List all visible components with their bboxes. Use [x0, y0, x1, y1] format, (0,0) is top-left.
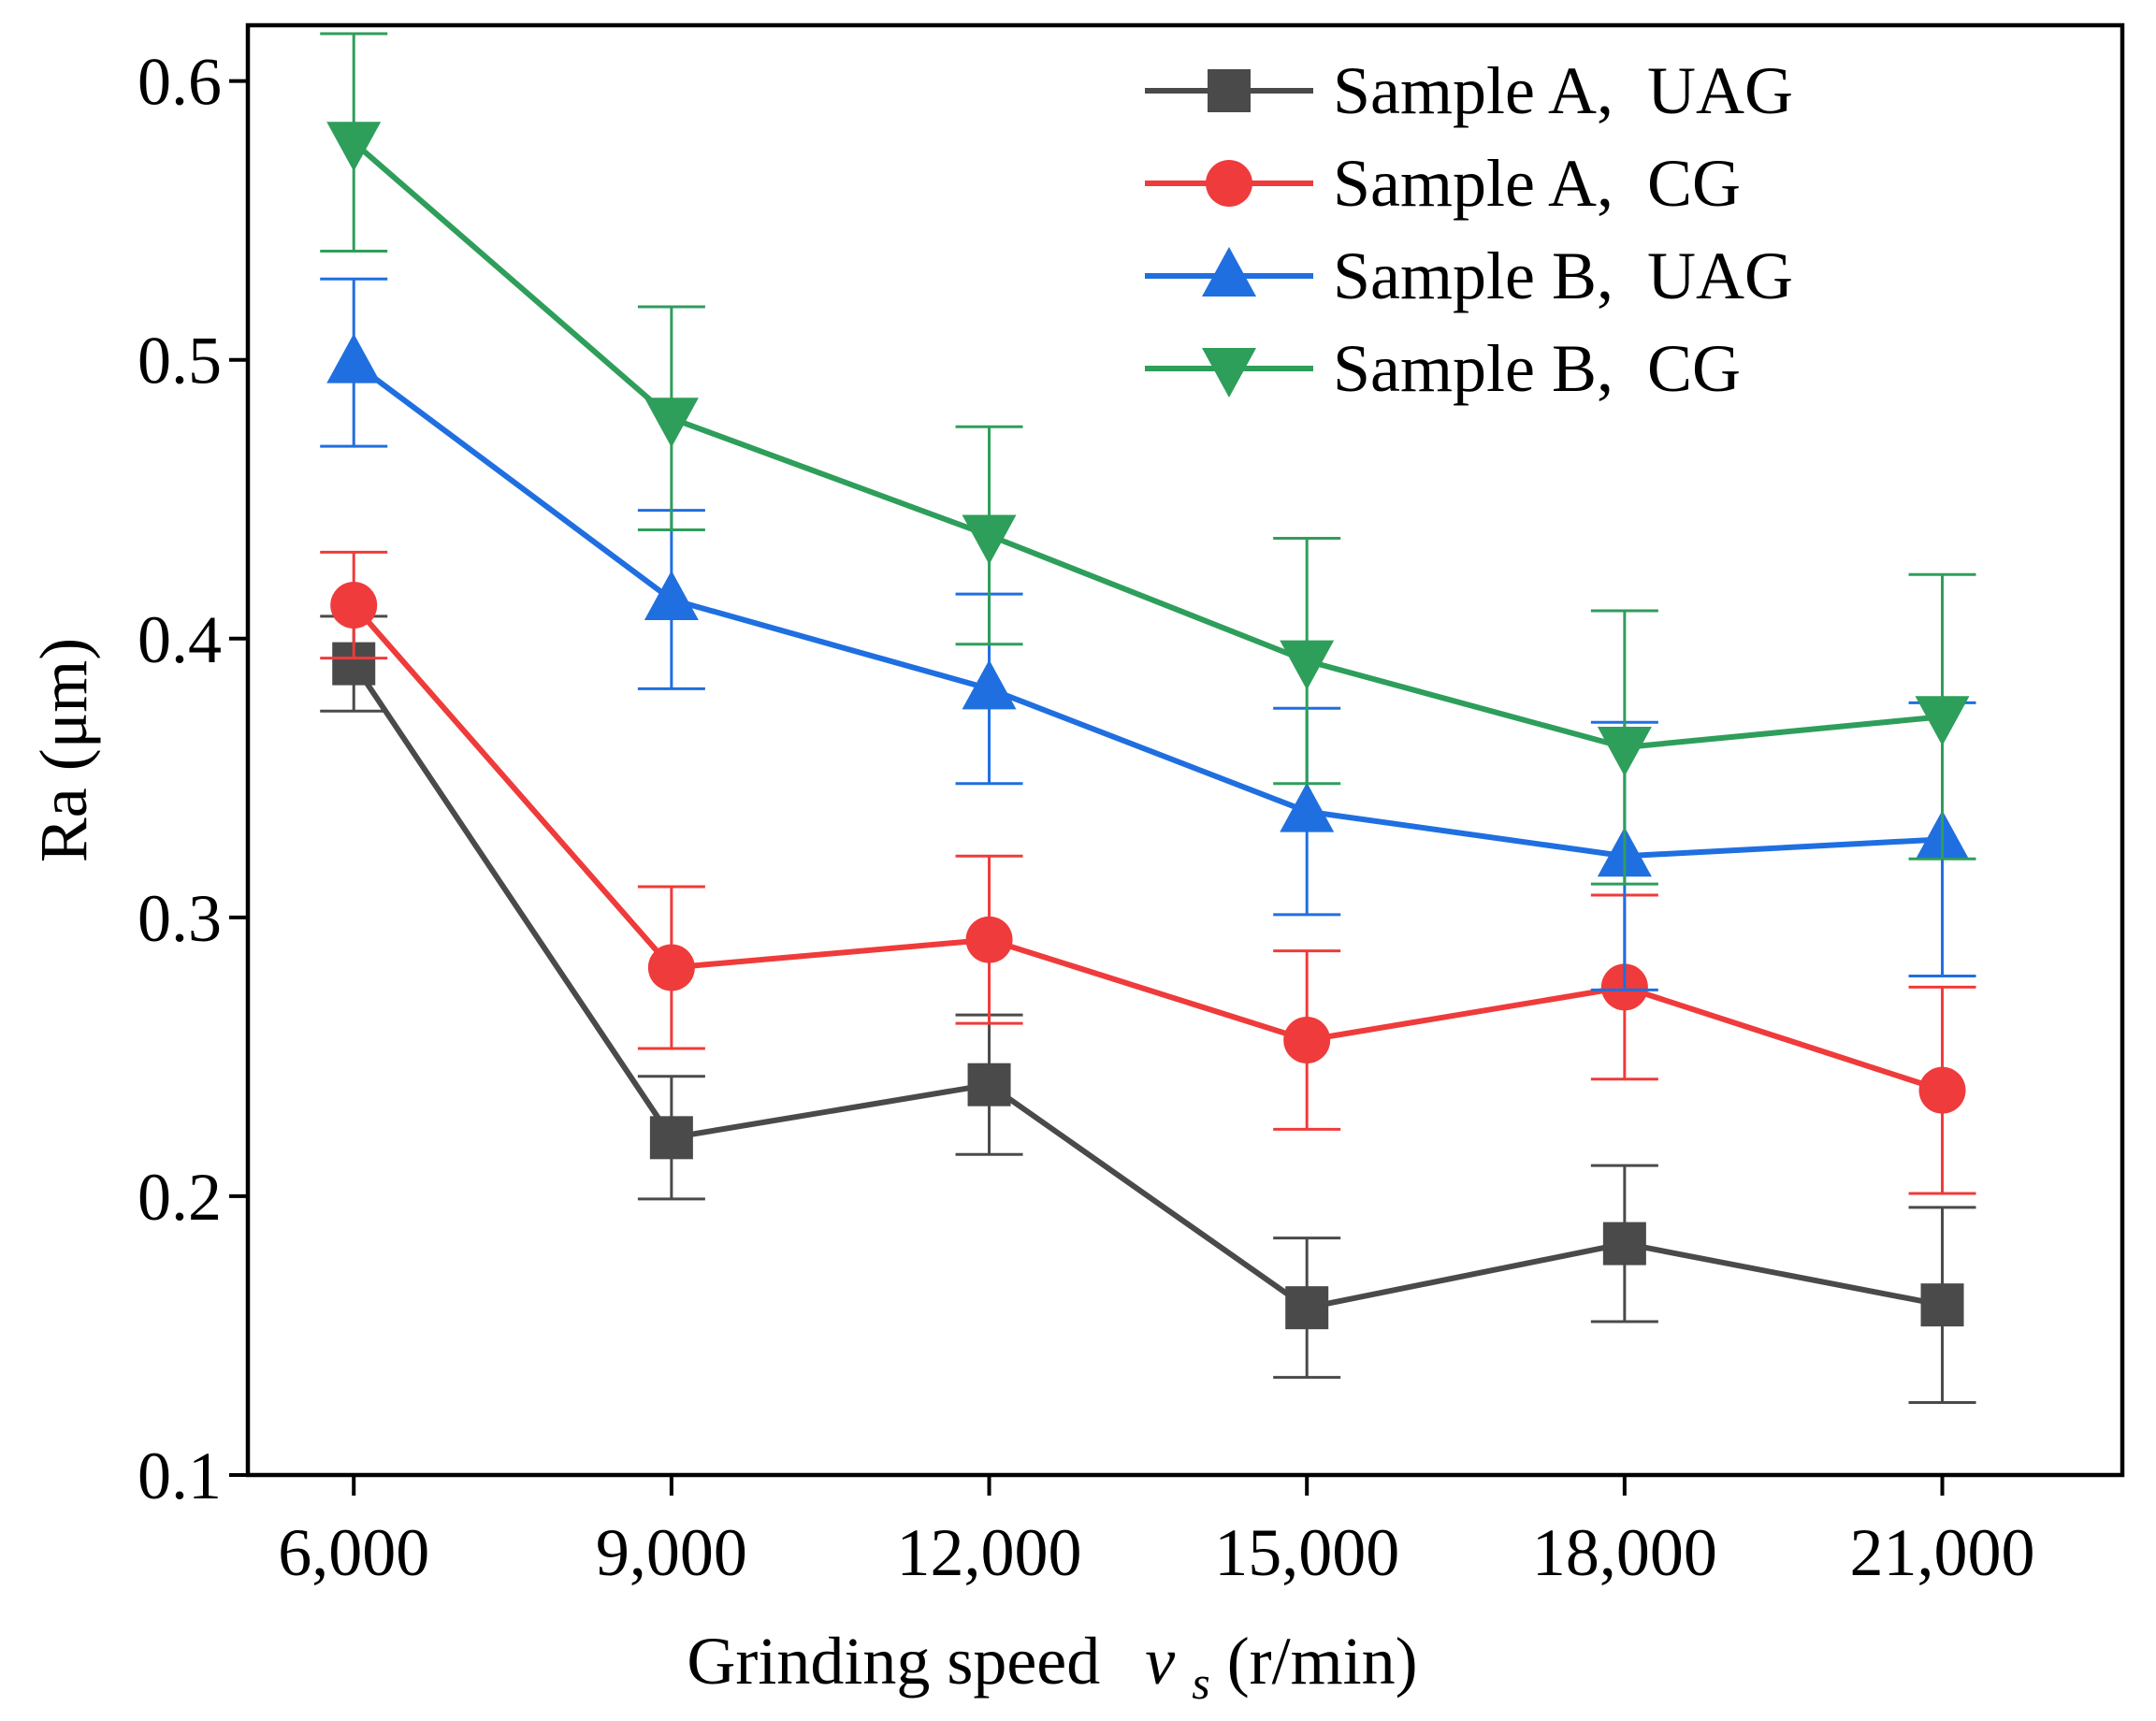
series-line [352, 139, 1943, 751]
data-point [1283, 1017, 1331, 1063]
data-point [1285, 1286, 1329, 1330]
data-point [967, 1063, 1011, 1106]
legend-entry: Sample B, CG [1145, 331, 1741, 406]
data-point [1597, 727, 1652, 777]
data-point [1280, 782, 1335, 832]
y-tick-label: 0.5 [137, 324, 222, 398]
data-point [962, 659, 1017, 710]
x-tick-label: 21,000 [1850, 1515, 2035, 1590]
y-tick-label: 0.3 [137, 881, 222, 956]
data-point [1602, 1222, 1646, 1265]
series-2 [320, 550, 1976, 1195]
data-point [1918, 1066, 1966, 1114]
data-point [1915, 696, 1970, 746]
series-4 [320, 32, 1976, 886]
series-layer [320, 32, 1976, 1404]
data-point [965, 916, 1013, 963]
data-point [1280, 640, 1335, 690]
x-tick-label: 18,000 [1532, 1515, 1717, 1590]
legend-marker [1208, 69, 1251, 112]
plot-frame [245, 22, 2125, 1478]
data-point [326, 122, 382, 172]
data-point [649, 1116, 693, 1160]
series-line [352, 360, 1943, 860]
x-tick-label: 6,000 [278, 1515, 429, 1590]
data-point [644, 398, 699, 448]
x-tick-label: 15,000 [1214, 1515, 1399, 1590]
axis-layer: 6,000 9,000 12,000 15,000 18,000 21,000 0.1 0.2… [137, 45, 2035, 1590]
x-axis-label: Grinding speed v s (r/min) [687, 1624, 1417, 1714]
x-tick-label: 9,000 [596, 1515, 747, 1590]
legend-marker [1202, 247, 1256, 296]
data-point [326, 333, 382, 383]
data-point [647, 944, 695, 991]
y-axis-label: Ra (μm) [26, 638, 101, 863]
series-line [351, 661, 1944, 1311]
legend-entry: Sample B, UAG [1145, 239, 1793, 313]
legend-entry: Sample A, CG [1145, 146, 1741, 221]
legend-label: Sample A, UAG [1333, 53, 1793, 128]
data-point [1920, 1283, 1964, 1327]
series-3 [320, 277, 1976, 991]
y-tick-label: 0.6 [137, 45, 222, 120]
legend-label: Sample A, CG [1333, 146, 1741, 221]
data-point [330, 582, 378, 629]
data-point [962, 514, 1017, 565]
data-point [644, 571, 699, 621]
legend: Sample A, UAG Sample A, CG Sample B, UAG Sa… [1145, 53, 1793, 406]
series-1 [320, 615, 1976, 1404]
x-axis-label-var: v [1145, 1624, 1175, 1699]
series-line [351, 603, 1944, 1093]
x-tick-label: 12,000 [897, 1515, 1082, 1590]
y-tick-label: 0.1 [137, 1439, 222, 1513]
legend-entry: Sample A, UAG [1145, 53, 1793, 128]
x-axis-label-prefix: Grinding speed [687, 1624, 1100, 1699]
legend-label: Sample B, UAG [1333, 239, 1793, 313]
legend-label: Sample B, CG [1333, 331, 1741, 406]
x-axis-label-sub: s [1192, 1656, 1209, 1709]
y-tick-label: 0.4 [137, 602, 222, 677]
y-tick-label: 0.2 [137, 1160, 222, 1235]
legend-marker [1202, 348, 1256, 398]
legend-marker [1206, 160, 1252, 207]
x-axis-label-unit: (r/min) [1227, 1624, 1418, 1699]
